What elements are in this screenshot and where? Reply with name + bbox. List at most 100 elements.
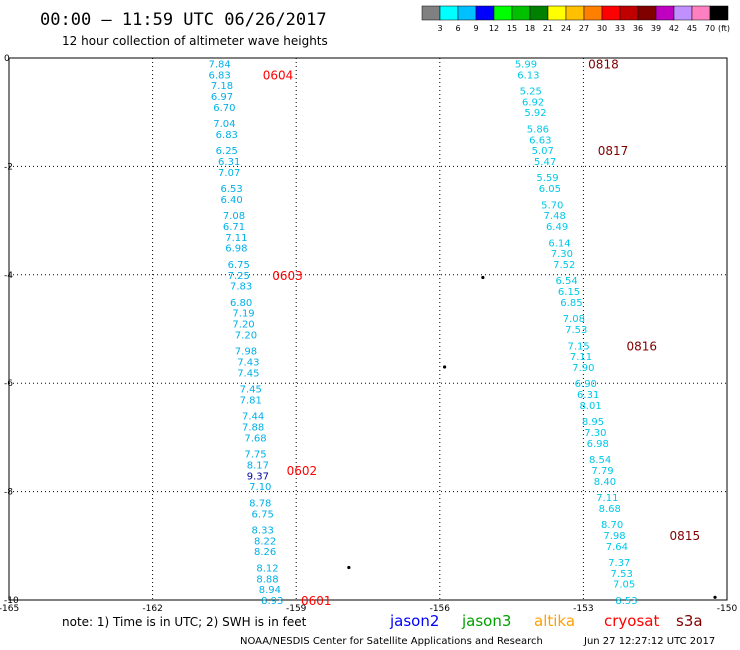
swh-point-label: 6.15 [558,287,580,298]
swh-point-label: 7.04 [213,119,235,130]
swh-point-label: 7.11 [225,233,247,244]
footer-note: note: 1) Time is in UTC; 2) SWH is in fe… [62,615,307,629]
colorbar-label: 42 [669,24,679,33]
island-marker [481,275,485,280]
swh-point-label: 6.05 [539,184,561,195]
swh-point-label: 6.25 [216,146,238,157]
swh-point-label: 8.95 [582,417,604,428]
colorbar-label: 39 [651,24,661,33]
swh-point-label: 8.54 [589,455,611,466]
swh-point-label: 6.31 [577,390,599,401]
colorbar-swatch [601,5,621,21]
time-label: 0817 [598,144,629,158]
colorbar-unit-label: (ft) [718,24,730,33]
swh-point-label: 6.49 [546,222,568,233]
y-tick-label: 0 [4,54,10,64]
swh-point-label: 7.25 [228,271,250,282]
swh-point-label: 7.53 [611,569,633,580]
plot-frame [8,57,728,601]
colorbar-label: 36 [633,24,643,33]
colorbar-label: 6 [455,24,460,33]
colorbar-swatch [457,5,477,21]
swh-point-label: 7.44 [242,412,264,423]
colorbar-swatch [547,5,567,21]
swh-point-label: 7.81 [240,395,262,406]
x-tick-label: -165 [0,604,19,614]
footer-credit: NOAA/NESDIS Center for Satellite Applica… [240,636,543,647]
swh-point-label: 5.92 [524,108,546,119]
chart-title: 00:00 – 11:59 UTC 06/26/2017 [40,10,327,30]
swh-point-label: 7.45 [237,368,259,379]
swh-point-label: 7.05 [613,580,635,591]
swh-point-label: 7.07 [218,168,240,179]
swh-point-label: 6.71 [223,222,245,233]
swh-point-label: 7.98 [603,531,625,542]
colorbar-swatch [691,5,711,21]
swh-point-label: 6.90 [575,379,597,390]
data-points: 7.846.837.186.976.707.046.836.256.317.07… [208,59,637,607]
colorbar-swatch [493,5,513,21]
swh-point-label: 7.83 [230,282,252,293]
swh-point-label: 7.20 [232,320,254,331]
swh-point-label: 6.83 [216,130,238,141]
swh-point-label: 7.08 [563,314,585,325]
x-tick-label: -159 [286,604,307,614]
swh-point-label: 8.94 [259,585,281,596]
swh-point-label: 6.85 [560,298,582,309]
gridlines [9,58,727,600]
swh-point-label: 6.98 [587,439,609,450]
y-tick-labels: 0 -2 -4 -6 -8 -10 [4,54,19,606]
swh-point-label: 8.88 [256,574,278,585]
colorbar-label: 27 [579,24,589,33]
swh-point-label: 7.11 [570,352,592,363]
colorbar-label: 33 [615,24,625,33]
swh-point-label: 7.18 [211,81,233,92]
swh-point-label: 5.07 [532,146,554,157]
swh-point-label: 7.30 [584,428,606,439]
swh-point-label: 8.33 [252,526,274,537]
swh-point-label: 7.98 [235,347,257,358]
x-tick-label: -150 [717,604,738,614]
island-marker [347,565,351,570]
swh-point-label: 8.01 [579,401,601,412]
colorbar-swatch [709,5,729,21]
swh-point-label: 7.48 [544,211,566,222]
y-tick-label: -6 [4,379,13,389]
y-tick-label: -4 [4,271,13,281]
satellite-legend: jason2 jason3 altika cryosat s3a [389,612,703,630]
swh-point-label: 5.86 [527,124,549,135]
swh-point-label: 6.98 [225,244,247,255]
swh-point-label: 6.80 [230,298,252,309]
swh-point-label: 7.84 [208,59,230,70]
swh-point-label: 8.78 [249,498,271,509]
colorbar-label: 18 [525,24,535,33]
swh-point-label: 6.75 [252,509,274,520]
swh-point-label: 6.70 [213,103,235,114]
swh-point-label: 8.40 [594,477,616,488]
swh-point-label: 7.52 [553,260,575,271]
swh-point-label: 7.45 [240,385,262,396]
colorbar-swatch [475,5,495,21]
swh-point-label: 7.79 [591,466,613,477]
swh-point-label: 5.47 [534,157,556,168]
swh-point-label: 6.75 [228,260,250,271]
x-tick-label: -156 [430,604,451,614]
y-tick-label: -10 [4,596,19,606]
colorbar-swatch [637,5,657,21]
swh-point-label: 6.14 [548,238,570,249]
colorbar-label: 12 [489,24,499,33]
time-label: 0602 [287,464,318,478]
island-marker [442,365,447,369]
colorbar-label: 70 [705,24,715,33]
y-tick-label: -8 [4,488,13,498]
swh-point-label: 7.53 [565,325,587,336]
colorbar-swatch [619,5,639,21]
islands [347,275,717,599]
time-labels: 0604 0603 0602 0601 0818 0817 0816 0815 [263,57,700,608]
colorbar: 3 6 9 12 15 18 21 24 27 30 33 36 39 42 45 70 (ft) [421,5,730,33]
swh-point-label: 7.75 [244,450,266,461]
time-label: 0816 [626,339,657,353]
colorbar-swatch [529,5,549,21]
swh-point-label: 7.10 [249,482,271,493]
